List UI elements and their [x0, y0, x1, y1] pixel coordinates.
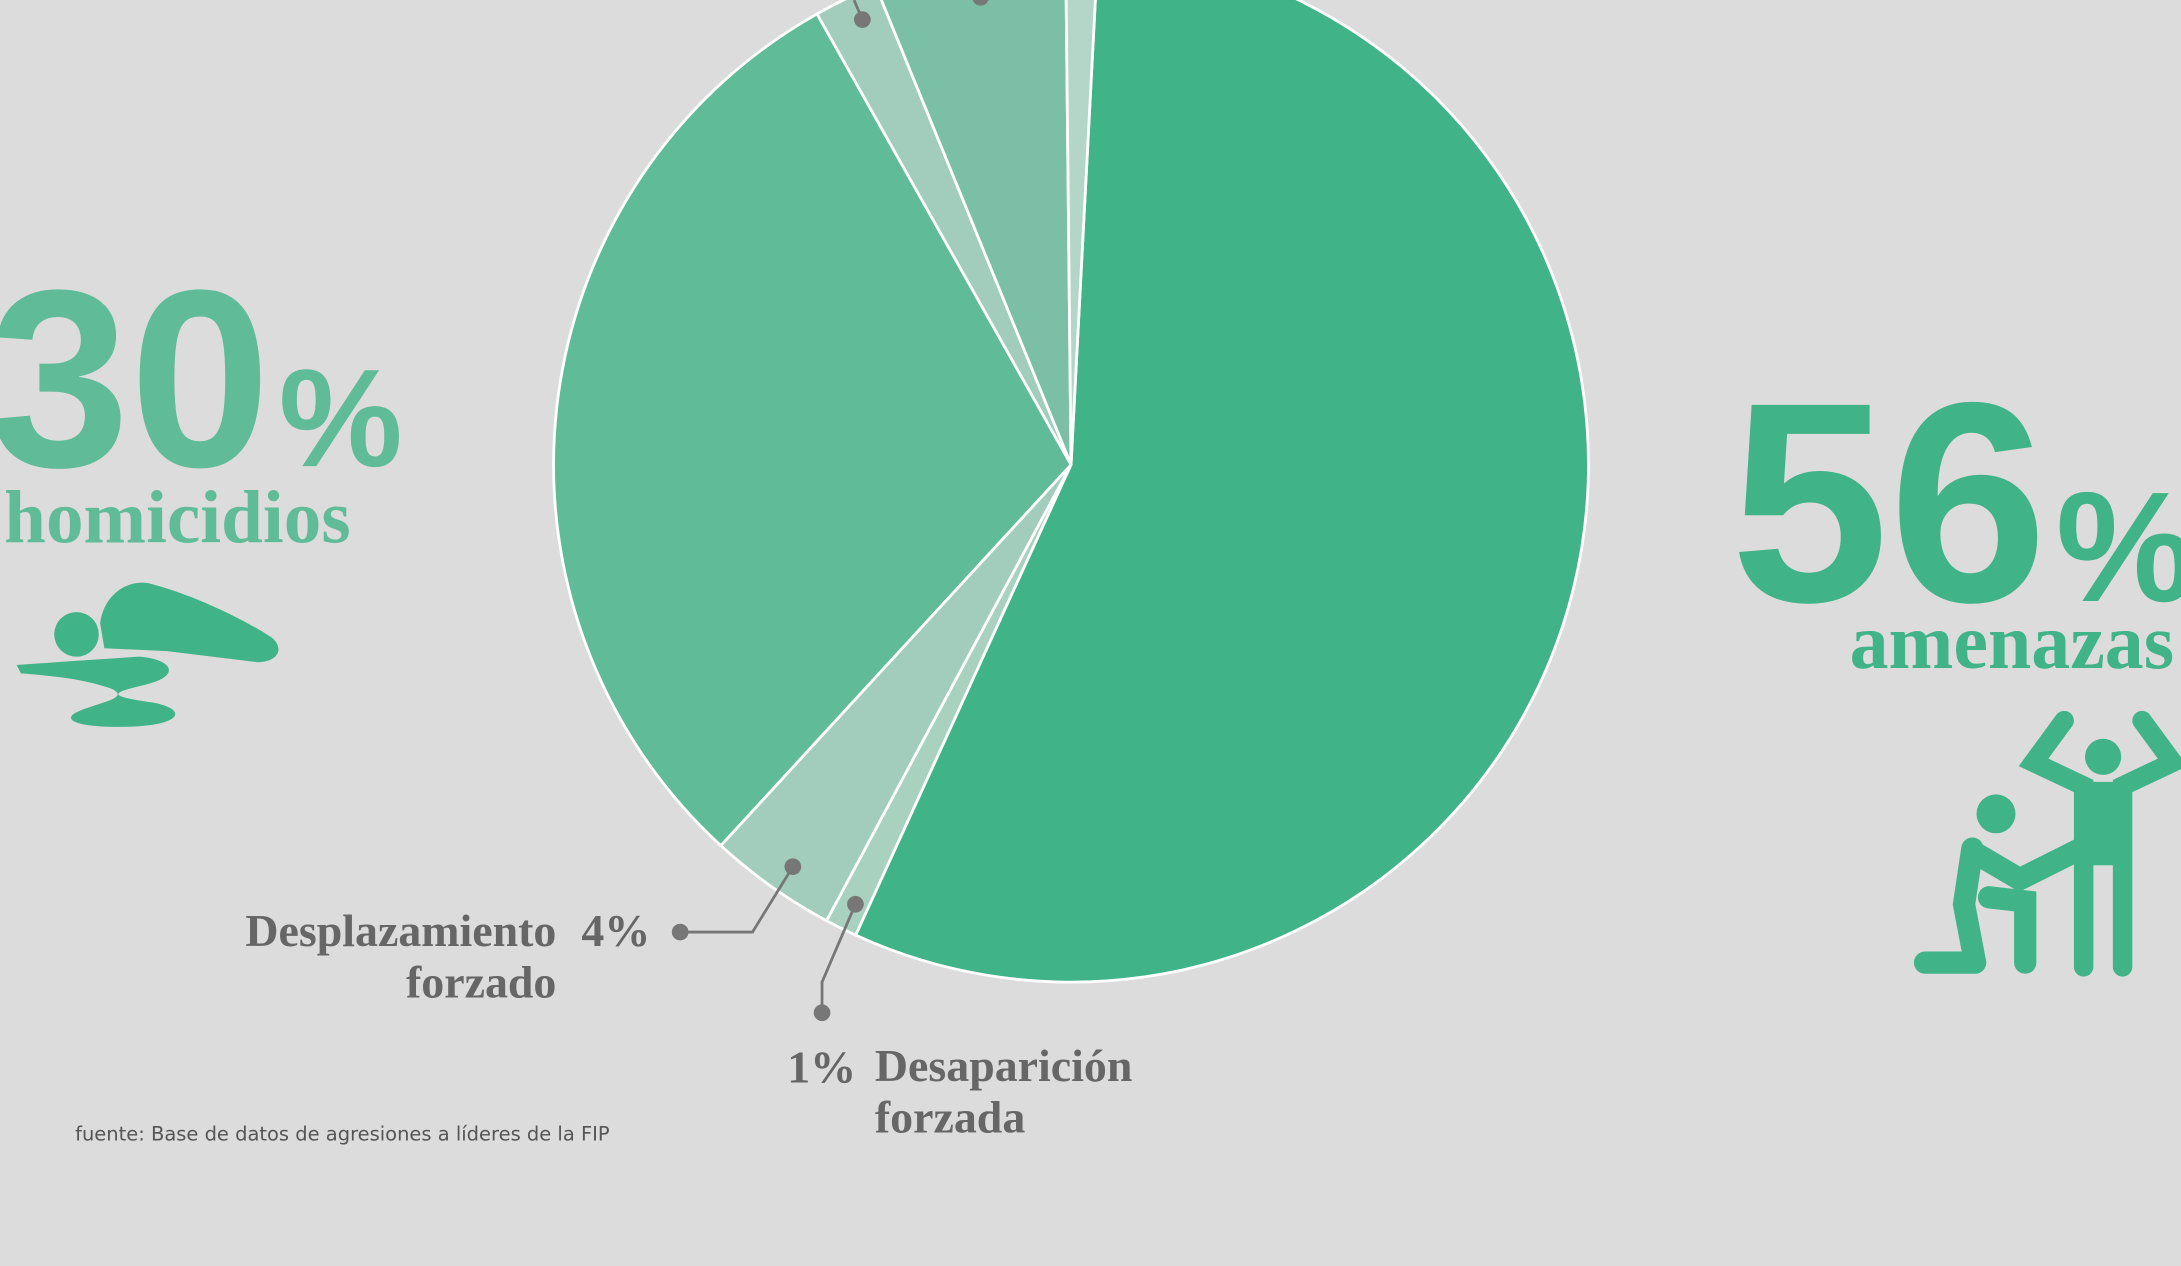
value-label: 4% — [581, 905, 650, 956]
pie-slice — [879, 0, 1073, 466]
category-label: amenazas — [1850, 599, 2174, 685]
category-label: homicidios — [4, 477, 350, 560]
leader-dot — [671, 923, 689, 941]
leader-dot — [847, 895, 864, 913]
threat-icon — [1913, 710, 2181, 977]
category-label: Desaparición forzada — [875, 1040, 1133, 1142]
source-note: fuente: Base de datos de agresiones a lí… — [75, 1123, 610, 1146]
value-label: 30% — [0, 237, 403, 520]
pie-slice — [1064, 0, 1097, 465]
leader-line — [680, 865, 795, 934]
category-label: Desplazamiento forzado — [245, 905, 556, 1007]
pie-slice — [853, 0, 1590, 984]
value-label: 56% — [1730, 344, 2181, 662]
pie-slice — [552, 12, 1073, 848]
leader-dot — [854, 11, 871, 28]
homicide-icon — [16, 582, 279, 727]
pie — [552, 0, 1590, 984]
leader-dot — [784, 858, 802, 876]
leader-dot — [972, 0, 989, 6]
leader-dot — [813, 1004, 831, 1022]
leader-dots — [671, 0, 989, 1022]
pie-slice — [815, 0, 1073, 466]
leader-line — [820, 903, 857, 1013]
value-label: 1% — [787, 1041, 856, 1092]
